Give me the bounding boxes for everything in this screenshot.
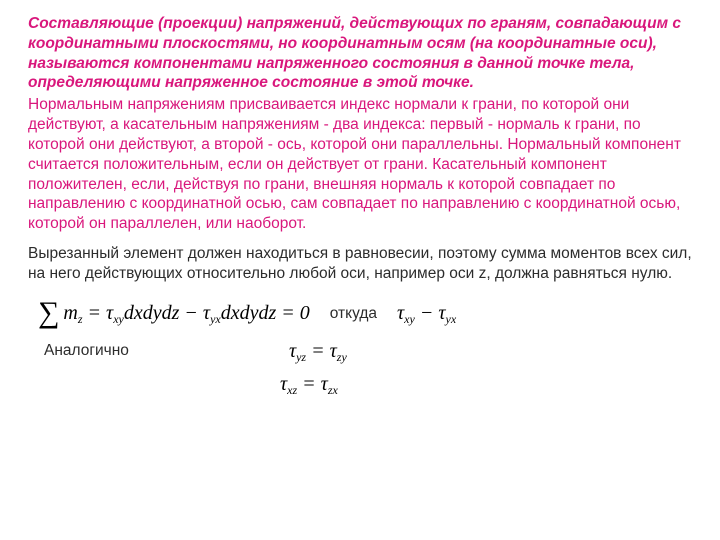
eq3-rsub: zx xyxy=(328,383,338,397)
eq3-r: τ xyxy=(321,373,328,395)
eq3-lsub: xz xyxy=(287,383,297,397)
diff1: dxdydz xyxy=(124,302,180,324)
diff2: dxdydz xyxy=(221,302,277,324)
whence-label: откуда xyxy=(330,305,377,323)
tau-yz-eq: τyz = τzy xyxy=(289,340,347,363)
moment-equation-row: ∑ mz = τxydxdydz − τyxdxdydz = 0 откуда … xyxy=(38,298,692,330)
tau2: τ xyxy=(203,302,210,324)
rhs1-mid: − xyxy=(420,302,439,324)
rhs1-rsub: yx xyxy=(446,312,457,326)
minus: − xyxy=(184,302,203,324)
analogously-row: Аналогично τyz = τzy xyxy=(44,340,692,363)
m-sub: z xyxy=(78,312,83,326)
eq2-lsub: yz xyxy=(296,350,306,364)
rhs1-r: τ xyxy=(438,302,445,324)
eq2-eq: = xyxy=(311,340,330,362)
eq2-rsub: zy xyxy=(337,350,347,364)
tau-xy-eq: τxy − τyx xyxy=(397,302,456,325)
m-symbol: m xyxy=(63,302,77,324)
tau2-sub: yx xyxy=(210,312,221,326)
index-convention-text: Нормальным напряжениям присваивается инд… xyxy=(28,95,692,234)
eq2-r: τ xyxy=(330,340,337,362)
equilibrium-statement: Вырезанный элемент должен находиться в р… xyxy=(28,244,692,284)
tau-xz-eq: τxz = τzx xyxy=(280,373,692,396)
equals-1: = xyxy=(88,302,107,324)
sigma-symbol: ∑ xyxy=(38,298,59,328)
eq-zero: = 0 xyxy=(281,302,310,324)
stress-components-definition: Составляющие (проекции) напряжений, дейс… xyxy=(28,14,692,93)
analog-label: Аналогично xyxy=(44,342,129,360)
rhs1-lsub: xy xyxy=(404,312,415,326)
eq3-eq: = xyxy=(302,373,321,395)
sum-moments-eq: ∑ mz = τxydxdydz − τyxdxdydz = 0 xyxy=(38,298,310,330)
tau1-sub: xy xyxy=(113,312,124,326)
